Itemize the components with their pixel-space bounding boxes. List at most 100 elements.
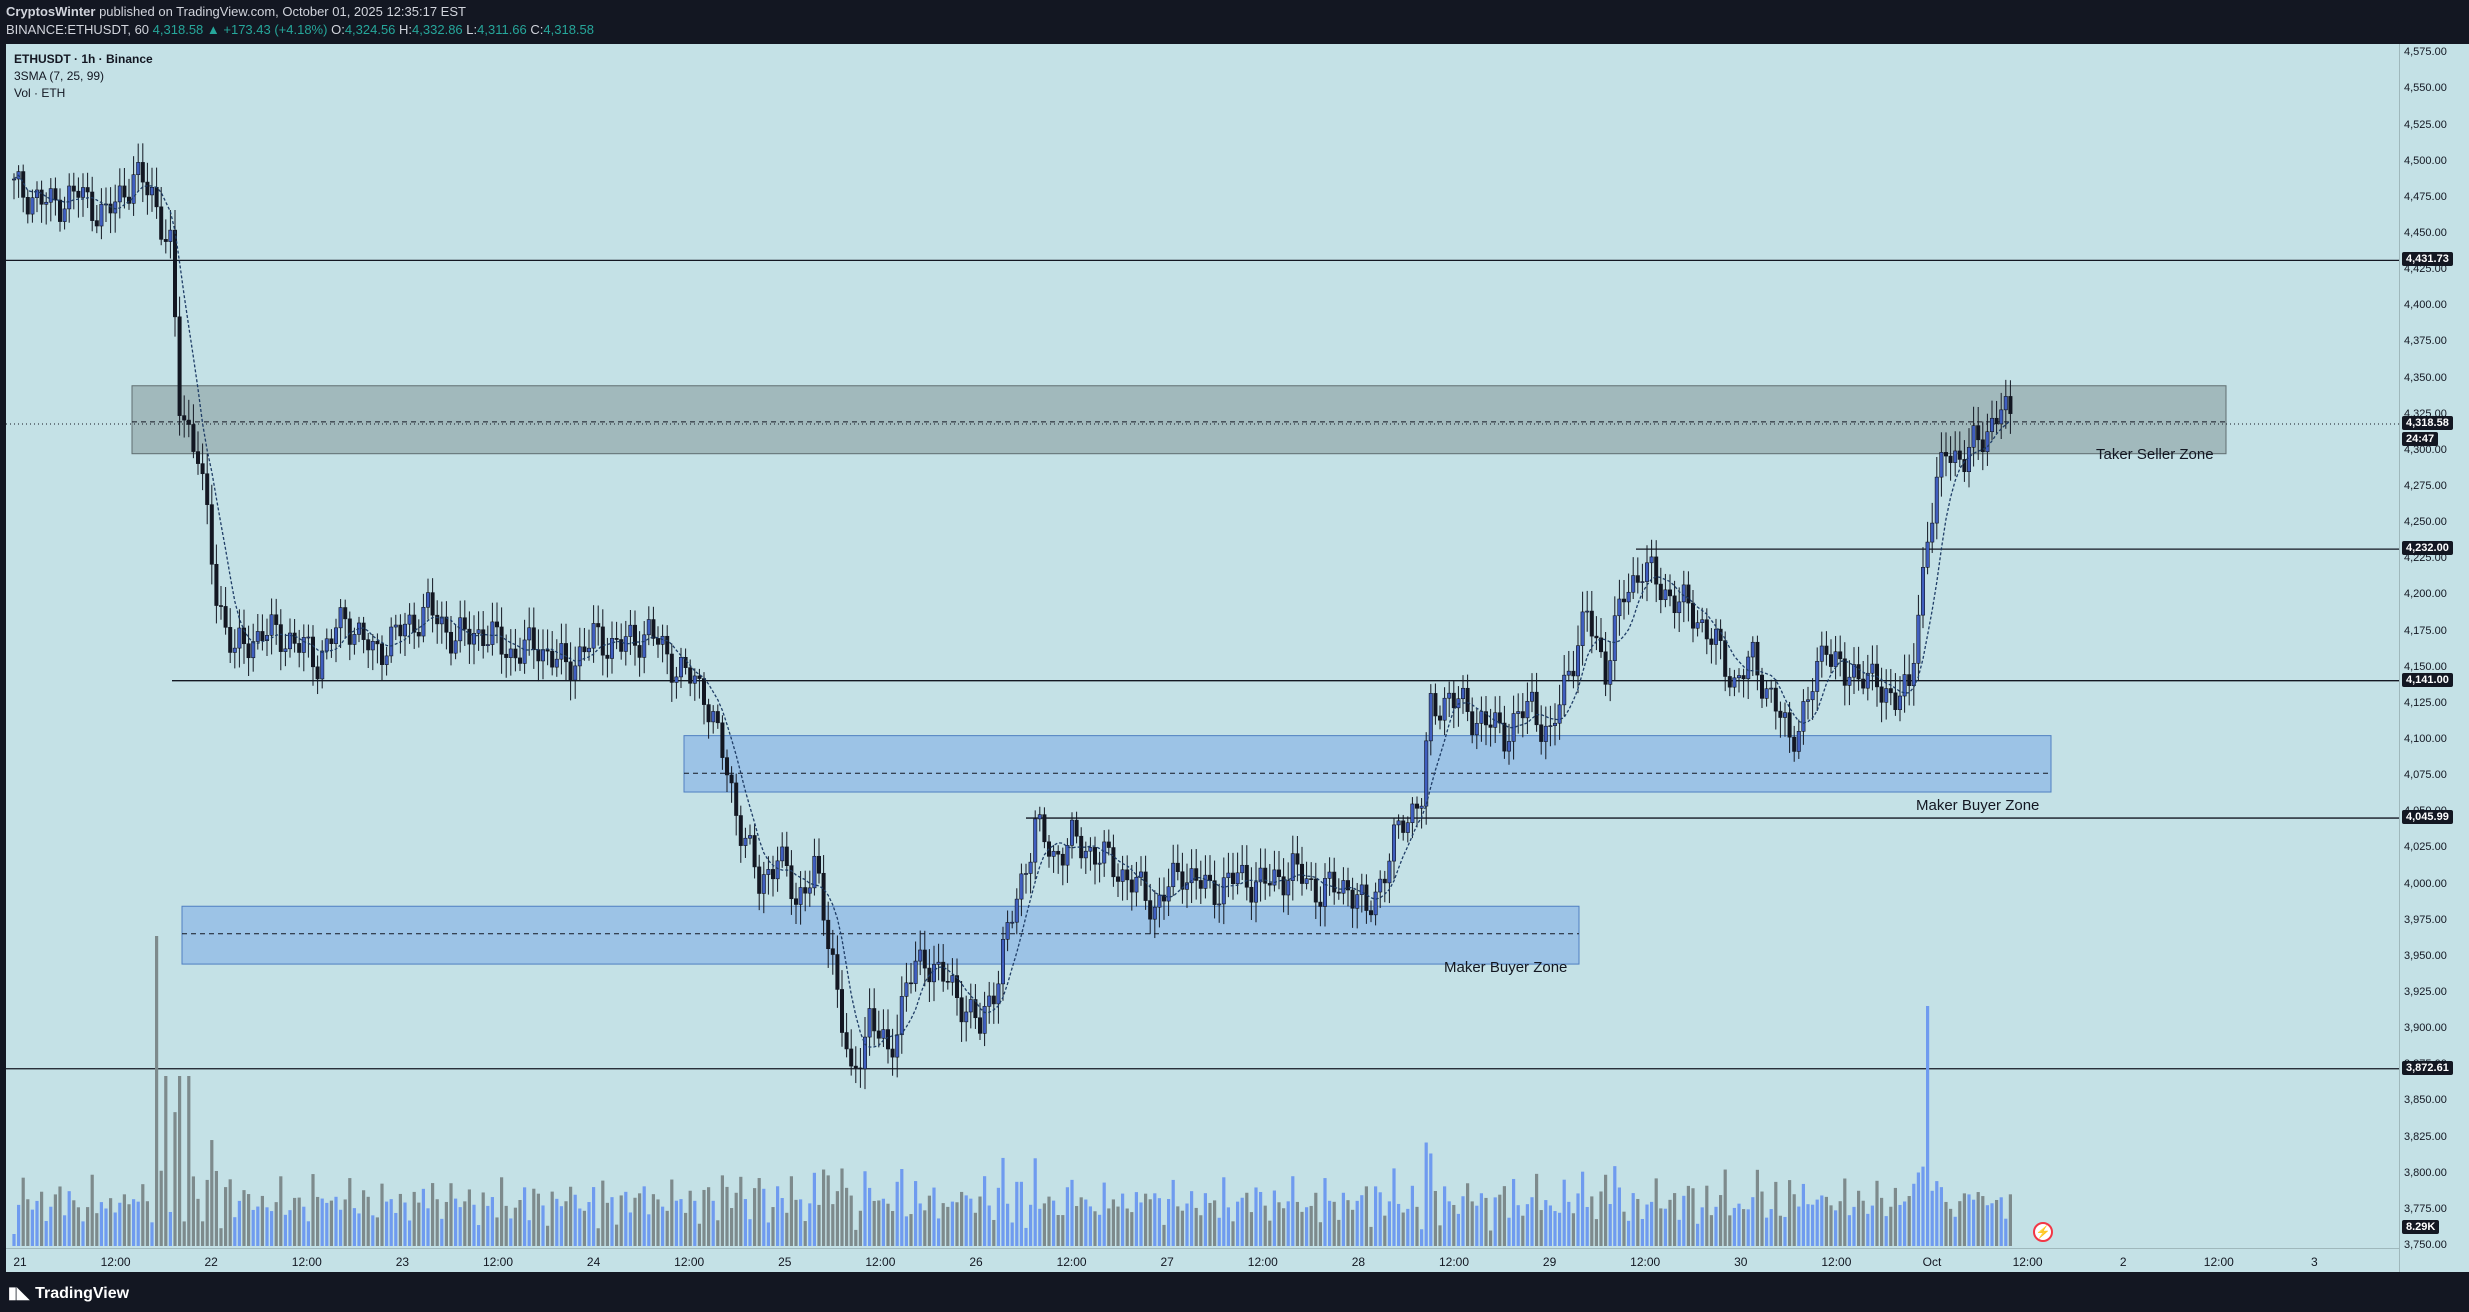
time-tick-label: 12:00 xyxy=(1630,1255,1661,1269)
candle-body xyxy=(936,961,941,965)
volume-bar xyxy=(449,1183,453,1246)
volume-bar xyxy=(150,1222,154,1246)
candle-body xyxy=(1732,677,1737,688)
candle-body xyxy=(1902,674,1907,697)
candle-body xyxy=(1838,651,1843,660)
volume-bar xyxy=(380,1183,384,1246)
time-axis[interactable]: 21 12:00 22 12:00 23 12:00 24 12:00 25 12:00 26 12:… xyxy=(6,1248,2399,1272)
volume-bar xyxy=(1392,1168,1396,1246)
candle-body xyxy=(1994,417,1999,425)
volume-bar xyxy=(1792,1194,1796,1246)
volume-bar xyxy=(490,1197,494,1246)
candle-body xyxy=(1088,847,1093,852)
candle-body xyxy=(1718,628,1723,641)
candle-body xyxy=(1484,711,1489,726)
author-name[interactable]: CryptosWinter xyxy=(6,4,96,19)
price-chart[interactable] xyxy=(6,44,2399,1272)
volume-bar xyxy=(518,1200,522,1246)
volume-bar xyxy=(1898,1204,1902,1246)
candle-body xyxy=(1787,712,1792,738)
candle-body xyxy=(370,640,375,651)
volume-bar xyxy=(1585,1206,1589,1246)
candle-body xyxy=(490,621,495,645)
volume-bar xyxy=(99,1202,103,1246)
candle-body xyxy=(1534,691,1539,726)
volume-bar xyxy=(1608,1204,1612,1246)
volume-bar xyxy=(81,1221,85,1246)
volume-bar xyxy=(1958,1201,1962,1246)
volume-bar xyxy=(1433,1190,1437,1246)
candle-body xyxy=(435,614,440,625)
price-axis[interactable]: 4,575.00 4,550.00 4,525.00 4,500.00 4,475.00… xyxy=(2399,44,2469,1272)
high-value: 4,332.86 xyxy=(412,22,463,37)
volume-bar xyxy=(187,1076,191,1246)
volume-bar xyxy=(927,1195,931,1246)
candle-body xyxy=(1884,688,1889,703)
price-tick-label: 4,150.00 xyxy=(2404,660,2447,673)
candle-body xyxy=(1649,556,1654,564)
candle-body xyxy=(81,187,86,198)
candle-body xyxy=(1180,871,1185,890)
chart-pane[interactable]: ETHUSDT · 1h · Binance 3SMA (7, 25, 99) … xyxy=(6,44,2399,1272)
volume-bar xyxy=(1277,1202,1281,1246)
candle-body xyxy=(904,982,909,997)
close-value: 4,318.58 xyxy=(543,22,594,37)
snapshot-icon[interactable]: ⚡ xyxy=(2033,1222,2053,1242)
volume-bar xyxy=(1259,1191,1263,1246)
candle-body xyxy=(1580,611,1585,646)
volume-bar xyxy=(1696,1223,1700,1246)
candle-body xyxy=(568,661,573,681)
zone-label-buyer-upper: Maker Buyer Zone xyxy=(1916,797,2040,814)
volume-bar xyxy=(145,1201,149,1246)
volume-bar xyxy=(564,1201,568,1246)
volume-bar xyxy=(1525,1204,1529,1246)
volume-bar xyxy=(1686,1185,1690,1246)
volume-bar xyxy=(711,1200,715,1246)
candle-body xyxy=(205,473,210,505)
tradingview-logo[interactable]: ▮◣ TradingView xyxy=(8,1283,129,1303)
candle-body xyxy=(1769,687,1774,690)
candle-body xyxy=(1760,674,1765,699)
volume-bar xyxy=(532,1188,536,1246)
legend-sma-indicator[interactable]: 3SMA (7, 25, 99) xyxy=(14,69,105,83)
volume-bar xyxy=(1967,1194,1971,1246)
legend-symbol[interactable]: ETHUSDT · 1h · Binance xyxy=(14,52,153,66)
volume-bar xyxy=(242,1190,246,1246)
candle-body xyxy=(223,606,228,628)
time-tick-label: 12:00 xyxy=(482,1255,514,1269)
candle-body xyxy=(1304,878,1309,884)
volume-bar xyxy=(964,1195,968,1246)
candle-body xyxy=(343,607,348,620)
volume-bar xyxy=(1125,1208,1129,1246)
candle-body xyxy=(504,653,509,658)
time-tick-label: 12:00 xyxy=(1438,1255,1470,1269)
candle-body xyxy=(200,463,205,475)
candle-body xyxy=(375,640,380,645)
candle-body xyxy=(416,631,421,637)
candle-body xyxy=(1286,880,1291,896)
volume-bar xyxy=(1466,1183,1470,1246)
volume-bar xyxy=(1640,1218,1644,1246)
volume-bar xyxy=(523,1187,527,1246)
price-tick-label: 3,975.00 xyxy=(2404,913,2447,926)
candle-body xyxy=(1309,878,1314,880)
volume-bar xyxy=(1594,1219,1598,1246)
candle-body xyxy=(1888,688,1893,694)
volume-bar xyxy=(1493,1197,1497,1246)
candle-body xyxy=(674,676,679,683)
legend-volume-indicator[interactable]: Vol · ETH xyxy=(14,86,66,100)
volume-bar xyxy=(1820,1195,1824,1246)
candle-body xyxy=(1990,417,1995,433)
candle-body xyxy=(1603,651,1608,685)
volume-bar xyxy=(555,1198,559,1246)
candle-body xyxy=(430,592,435,616)
candle-body xyxy=(780,846,785,862)
candle-body xyxy=(1148,900,1153,920)
volume-bar xyxy=(1677,1219,1681,1246)
candle-body xyxy=(899,996,904,1036)
volume-bar xyxy=(1153,1193,1157,1246)
volume-bar xyxy=(651,1194,655,1246)
volume-bar xyxy=(288,1210,292,1246)
volume-bar xyxy=(1309,1205,1313,1246)
candle-body xyxy=(1217,903,1222,906)
